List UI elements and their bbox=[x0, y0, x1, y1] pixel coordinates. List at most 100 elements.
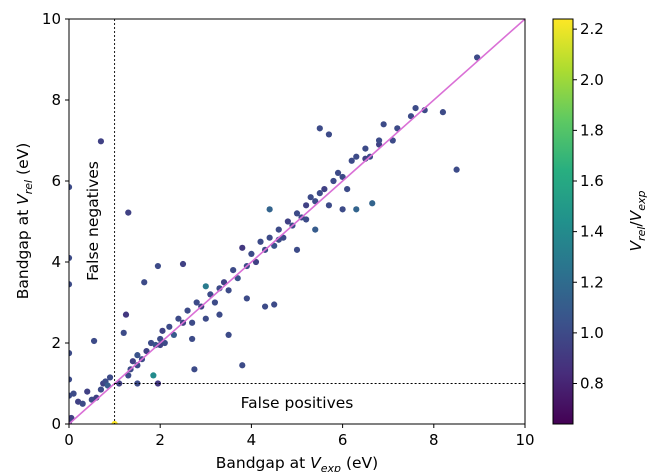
scatter-point bbox=[369, 200, 376, 207]
y-tick-label: 8 bbox=[51, 91, 61, 109]
scatter-point bbox=[234, 275, 241, 282]
scatter-point bbox=[211, 299, 219, 306]
scatter-point bbox=[90, 337, 98, 345]
colorbar bbox=[552, 18, 574, 425]
scatter-point bbox=[202, 283, 209, 290]
scatter-point bbox=[330, 177, 337, 185]
scatter-point bbox=[207, 291, 214, 298]
scatter-point bbox=[334, 169, 342, 176]
scatter-point bbox=[125, 209, 132, 216]
scatter-point bbox=[70, 390, 77, 397]
scatter-point bbox=[257, 238, 264, 245]
scatter-point bbox=[474, 54, 481, 61]
x-tick-label: 2 bbox=[155, 431, 165, 449]
scatter-point bbox=[154, 262, 162, 270]
scatter-point bbox=[394, 125, 401, 132]
scatter-point bbox=[225, 331, 232, 338]
scatter-point bbox=[266, 206, 273, 213]
x-axis-label: Bandgap at Vexp (eV) bbox=[216, 454, 378, 472]
scatter-point bbox=[175, 315, 182, 322]
scatter-point bbox=[111, 420, 118, 424]
scatter-point bbox=[325, 131, 333, 138]
y-tick-label: 6 bbox=[51, 172, 61, 190]
y-tick-label: 2 bbox=[51, 334, 61, 352]
colorbar-tick-label: 1.6 bbox=[580, 172, 604, 190]
scatter-point bbox=[166, 323, 173, 330]
scatter-point bbox=[344, 186, 351, 193]
scatter-point bbox=[453, 166, 460, 173]
scatter-point bbox=[79, 400, 86, 407]
scatter-point bbox=[122, 311, 130, 318]
scatter-point bbox=[134, 352, 141, 359]
scatter-point bbox=[312, 226, 319, 233]
y-tick-label: 10 bbox=[42, 10, 61, 28]
scatter-point bbox=[284, 218, 291, 225]
scatter-point bbox=[157, 335, 164, 343]
scatter-point bbox=[362, 145, 369, 152]
scatter-point bbox=[293, 246, 301, 253]
scatter-point bbox=[389, 137, 396, 144]
x-tick-label: 10 bbox=[515, 431, 534, 449]
colorbar-tick-label: 1.4 bbox=[580, 223, 604, 241]
scatter-point bbox=[104, 382, 111, 389]
scatter-point bbox=[225, 287, 232, 294]
scatter-point bbox=[216, 311, 223, 318]
scatter-point bbox=[159, 327, 166, 334]
scatter-point bbox=[189, 319, 196, 326]
scatter-point bbox=[154, 380, 162, 387]
scatter-point bbox=[230, 267, 237, 274]
scatter-point bbox=[412, 105, 419, 112]
scatter-point bbox=[120, 329, 127, 336]
colorbar-tick-label: 2.0 bbox=[580, 71, 604, 89]
scatter-point bbox=[353, 153, 360, 160]
scatter-point bbox=[243, 295, 250, 302]
scatter-point bbox=[303, 216, 310, 223]
scatter-point bbox=[189, 335, 196, 343]
x-tick-label: 4 bbox=[247, 431, 257, 449]
scatter-point bbox=[321, 186, 328, 193]
colorbar-label: Vrel/Vexp bbox=[627, 190, 648, 251]
scatter-point bbox=[407, 113, 415, 120]
scatter-point bbox=[307, 194, 314, 201]
false-negatives-annotation: False negatives bbox=[84, 161, 102, 281]
scatter-point bbox=[69, 350, 73, 357]
scatter-point bbox=[129, 358, 136, 365]
x-tick-label: 0 bbox=[64, 431, 74, 449]
scatter-point bbox=[316, 125, 323, 132]
scatter-point bbox=[69, 254, 73, 262]
y-tick-label: 4 bbox=[51, 253, 61, 271]
scatter-point bbox=[312, 198, 319, 205]
scatter-point bbox=[97, 386, 105, 393]
scatter-point bbox=[348, 157, 355, 164]
scatter-point bbox=[84, 388, 91, 395]
y-axis-label: Bandgap at Vrel (eV) bbox=[14, 143, 35, 300]
scatter-point bbox=[69, 376, 73, 383]
x-tick-label: 6 bbox=[338, 431, 348, 449]
scatter-point bbox=[325, 202, 333, 209]
colorbar-tick-label: 1.2 bbox=[580, 273, 604, 291]
scatter-point bbox=[134, 380, 141, 387]
scatter-point bbox=[202, 315, 209, 322]
scatter-point bbox=[248, 250, 255, 257]
scatter-point bbox=[375, 137, 383, 144]
scatter-point bbox=[275, 226, 282, 233]
scatter-point bbox=[239, 362, 246, 369]
scatter-point bbox=[69, 183, 73, 191]
scatter-point bbox=[184, 307, 191, 314]
scatter-point bbox=[69, 281, 73, 288]
colorbar-tick-label: 0.8 bbox=[580, 375, 604, 393]
scatter-point bbox=[106, 374, 114, 381]
scatter-point bbox=[97, 138, 105, 145]
x-tick-label: 8 bbox=[429, 431, 439, 449]
false-positives-annotation: False positives bbox=[241, 394, 354, 412]
scatter-point bbox=[179, 260, 187, 268]
scatter-point bbox=[271, 242, 278, 249]
colorbar-tick-label: 1.8 bbox=[580, 121, 604, 139]
scatter-point bbox=[439, 109, 447, 116]
scatter-point bbox=[339, 173, 346, 181]
scatter-point bbox=[266, 234, 273, 241]
scatter-point bbox=[191, 366, 198, 373]
identity-line bbox=[69, 19, 525, 424]
scatter-point bbox=[150, 372, 157, 379]
